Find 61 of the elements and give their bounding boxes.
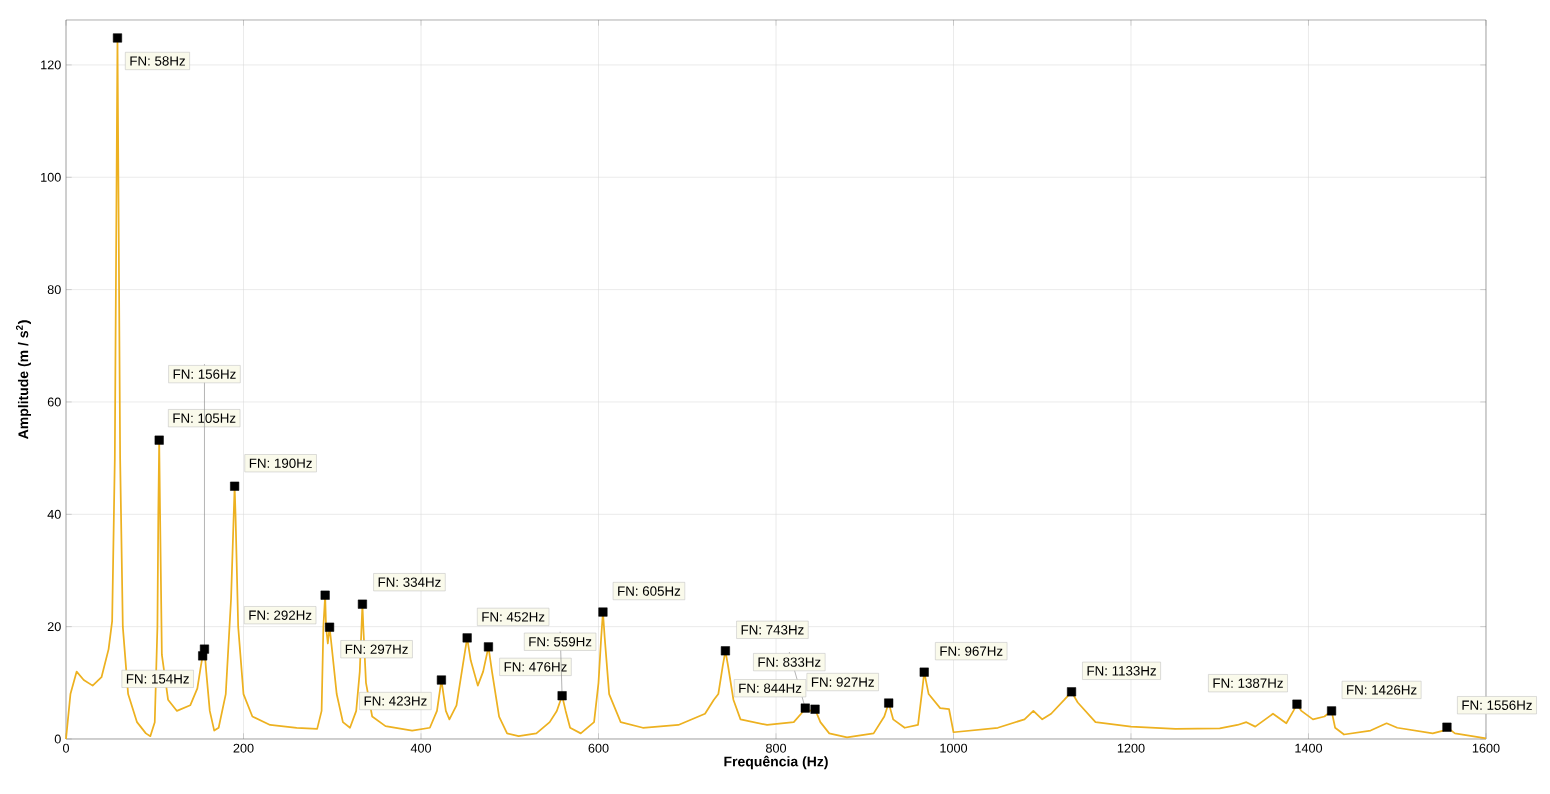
annotation: FN: 334Hz [378,577,441,587]
annotation: FN: 190Hz [249,458,312,468]
x-tick-label: 400 [410,743,432,753]
annotation: FN: 559Hz [529,637,592,647]
point [199,644,209,654]
annotation: FN: 1556Hz [1462,700,1532,710]
x-axis-title: Frequência (Hz) [724,755,828,770]
y-tick-label: 0 [54,734,61,744]
annotation: FN: 154Hz [126,674,189,684]
annotation: FN: 476Hz [504,662,567,672]
point [357,599,367,609]
annotation: FN: 833Hz [758,657,821,667]
annotation: FN: 967Hz [940,646,1003,656]
annotation: FN: 844Hz [739,683,802,693]
x-tick-label: 0 [62,743,70,753]
point [230,481,240,491]
point [320,590,330,600]
x-tick-label: 600 [588,743,609,753]
annotation: FN: 1133Hz [1087,666,1156,676]
x-tick-label: 1400 [1295,743,1323,753]
annotation: FN: 605Hz [618,586,681,596]
point [800,703,810,713]
y-tick-label: 100 [41,172,61,182]
annotation: FN: 743Hz [741,625,804,635]
point [884,698,894,708]
x-tick-label: 1000 [940,743,968,753]
x-tick-label: 1200 [1117,743,1145,753]
x-tick-label: 200 [233,743,254,753]
annotation: FN: 297Hz [345,644,408,654]
y-tick-label: 60 [47,397,61,407]
y-tick-label: 80 [47,285,61,295]
point [810,704,820,714]
annotation: FN: 292Hz [249,610,312,620]
y-tick-label: 20 [47,622,61,632]
annotation: FN: 452Hz [482,612,545,622]
point [1067,687,1077,697]
y-tick-label: 120 [41,60,61,70]
annotation: FN: 105Hz [173,413,236,423]
point [325,622,335,632]
x-tick-label: 800 [765,743,787,753]
annotation: FN: 156Hz [173,369,236,379]
point [557,691,567,701]
y-axis-title: Amplitude (m / s$^{2}$) [15,320,32,439]
y-tick-label: 40 [47,509,61,519]
point [462,633,472,643]
annotation: FN: 423Hz [364,696,427,706]
point [1327,706,1337,716]
annotation: FN: 927Hz [811,677,874,687]
point [436,675,446,685]
point [483,642,493,652]
point [919,667,929,677]
point [1292,699,1302,709]
point [1442,722,1452,732]
annotation: FN: 1387Hz [1213,678,1283,688]
point [154,435,164,445]
x-tick-label: 1600 [1472,743,1500,753]
annotation: FN: 58Hz [130,56,185,66]
point [598,607,608,617]
point [720,646,730,656]
point [112,33,123,43]
annotation: FN: 1426Hz [1347,685,1417,695]
